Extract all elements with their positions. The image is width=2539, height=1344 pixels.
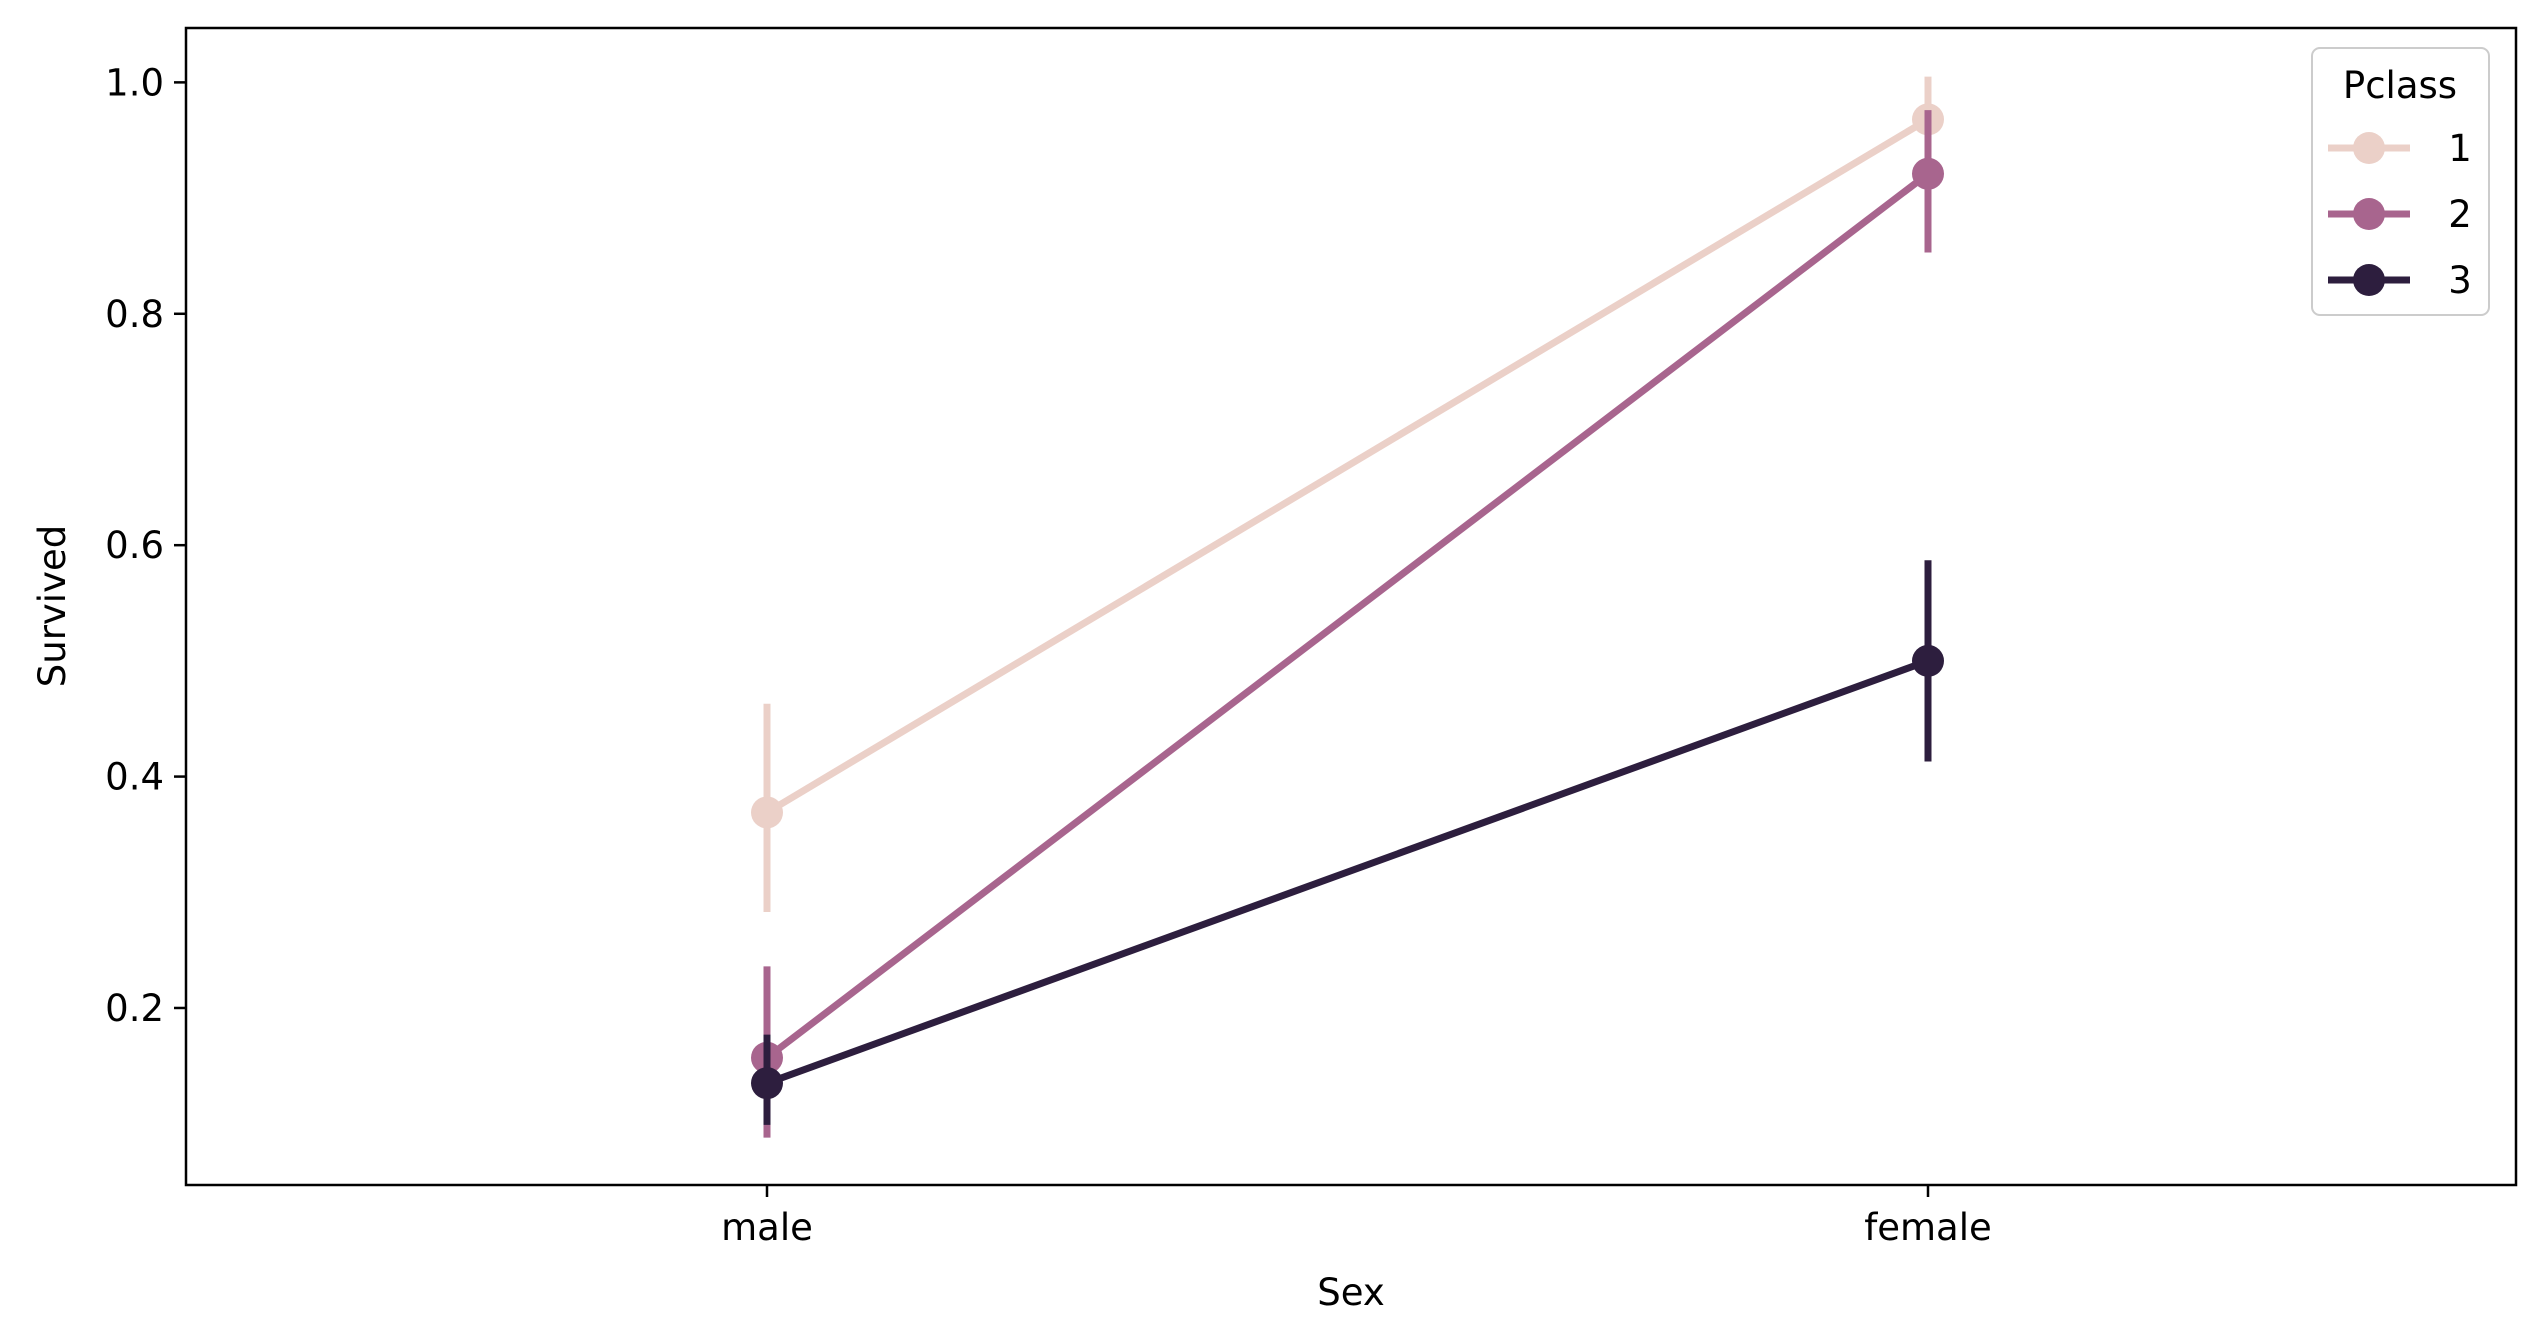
plot-frame <box>184 26 2518 1187</box>
x-tick-label: male <box>721 1206 813 1249</box>
legend-marker <box>2353 264 2385 296</box>
y-axis-label: Survived <box>31 525 74 687</box>
legend-box <box>2311 47 2490 316</box>
series-3 <box>751 560 1944 1125</box>
series-line <box>765 116 1930 816</box>
series-line <box>765 657 1930 1087</box>
legend-title: Pclass <box>2343 64 2457 107</box>
x-axis-label: Sex <box>1317 1271 1385 1314</box>
y-tick-label: 0.6 <box>105 524 164 567</box>
y-tick-label: 1.0 <box>105 61 164 104</box>
data-point <box>751 796 783 829</box>
legend-marker <box>2353 132 2385 164</box>
legend-label: 3 <box>2448 259 2472 302</box>
legend-label: 2 <box>2448 193 2472 236</box>
legend: Pclass 1 2 3 <box>2311 47 2490 316</box>
legend-label: 1 <box>2448 127 2472 170</box>
x-axis: male female <box>721 1185 1992 1249</box>
legend-marker <box>2353 198 2385 230</box>
series-line <box>764 170 1931 1061</box>
data-point <box>1912 157 1944 190</box>
x-tick-label: female <box>1864 1206 1992 1249</box>
data-point <box>751 1067 783 1100</box>
y-tick-label: 0.4 <box>105 756 164 799</box>
series-layer <box>751 76 1944 1138</box>
y-axis: 0.2 0.4 0.6 0.8 1.0 <box>105 61 186 1030</box>
data-point <box>1912 644 1944 677</box>
y-tick-label: 0.8 <box>105 293 164 336</box>
y-tick-label: 0.2 <box>105 987 164 1030</box>
